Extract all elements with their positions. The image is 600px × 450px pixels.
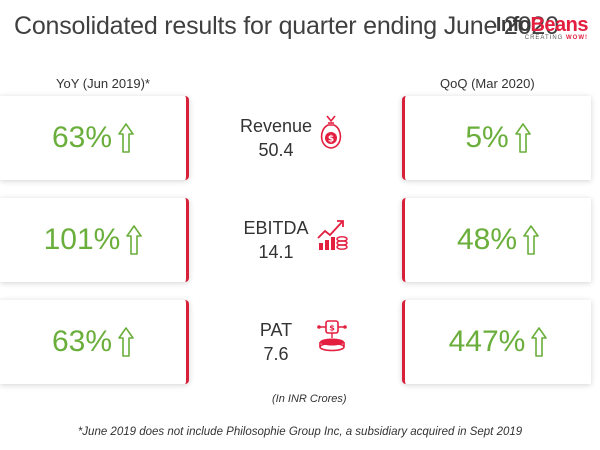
- revenue-metric: Revenue 50.4 $: [220, 112, 380, 182]
- revenue-qoq-value: 5%: [465, 121, 509, 154]
- pat-metric: PAT 7.6 $: [220, 316, 380, 386]
- up-arrow-icon: [514, 123, 531, 153]
- revenue-yoy-value: 63%: [51, 121, 113, 154]
- ebitda-yoy-value: 101%: [43, 223, 121, 256]
- revenue-yoy-card: 63%: [0, 96, 189, 180]
- page-title: Consolidated results for quarter ending …: [14, 12, 559, 40]
- unit-note: (In INR Crores): [272, 393, 347, 405]
- pat-yoy-card: 63%: [0, 300, 189, 384]
- infobeans-logo: InfoBeans CREATING WOW!: [495, 14, 589, 41]
- up-arrow-icon: [118, 327, 134, 357]
- up-arrow-icon: [118, 123, 134, 153]
- logo-tagline: CREATING WOW!: [524, 35, 588, 41]
- revenue-value: 50.4: [258, 140, 294, 160]
- pat-qoq-card: 447%: [402, 300, 591, 384]
- ebitda-label: EBITDA: [243, 218, 309, 238]
- up-arrow-icon: [126, 225, 143, 255]
- svg-text:$: $: [328, 135, 334, 145]
- growth-chart-icon: [317, 220, 348, 250]
- pat-yoy-value: 63%: [51, 325, 113, 358]
- coin-network-icon: $: [317, 320, 347, 352]
- svg-text:$: $: [329, 324, 335, 333]
- ebitda-yoy-card: 101%: [0, 198, 189, 282]
- revenue-qoq-card: 5%: [402, 96, 591, 180]
- pat-qoq-value: 447%: [448, 325, 526, 358]
- logo-wordmark: InfoBeans: [495, 14, 589, 36]
- revenue-label: Revenue: [239, 116, 313, 136]
- ebitda-qoq-value: 48%: [456, 223, 518, 256]
- money-bag-icon: $: [320, 115, 342, 149]
- pat-value: 7.6: [263, 344, 289, 364]
- ebitda-metric: EBITDA 14.1: [220, 214, 380, 284]
- up-arrow-icon: [523, 225, 539, 255]
- footnote: *June 2019 does not include Philosophie …: [77, 426, 523, 438]
- ebitda-qoq-card: 48%: [402, 198, 591, 282]
- yoy-header: YoY (Jun 2019)*: [56, 76, 150, 91]
- pat-label: PAT: [259, 320, 293, 340]
- up-arrow-icon: [531, 327, 548, 357]
- ebitda-value: 14.1: [258, 242, 294, 262]
- qoq-header: QoQ (Mar 2020): [440, 76, 535, 91]
